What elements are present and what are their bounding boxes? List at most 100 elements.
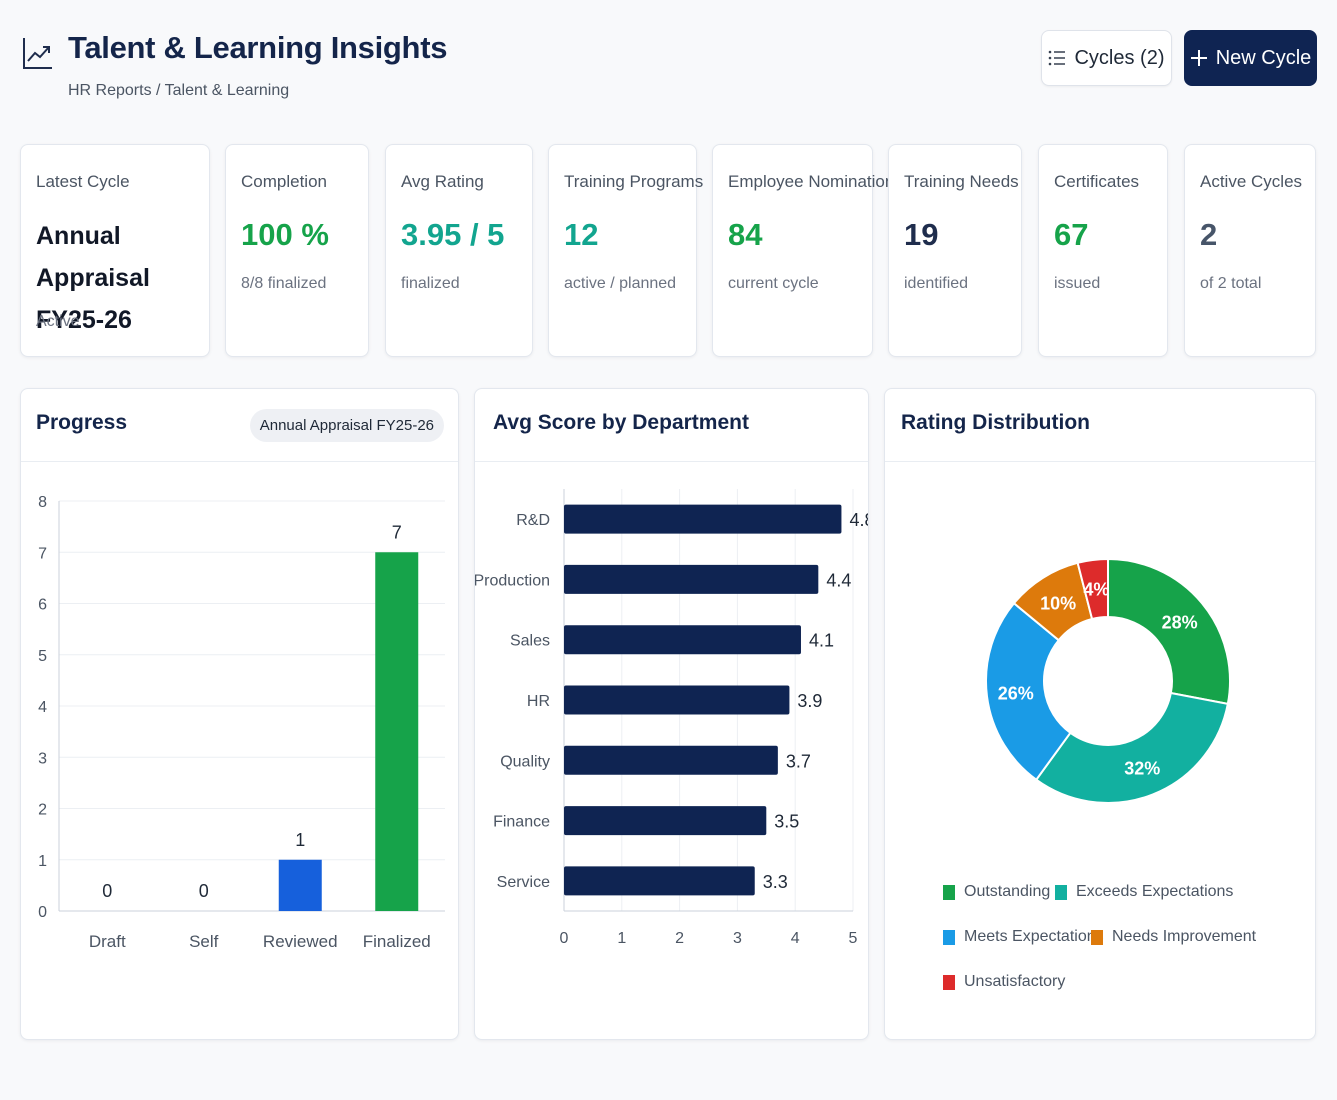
dept-score-bar-chart: 0 1 2 3 4 5 4.8 R&D 4.4 Production 4.1 Sales 3.9 HR 3.… [475,489,868,947]
data-label: 3.9 [797,691,822,711]
cycles-button-label: Cycles (2) [1074,46,1165,69]
y-tick-label: 4 [38,699,47,716]
kpi-label: Avg Rating [401,172,484,191]
kpi-sub: finalized [401,275,460,292]
cycles-button[interactable]: Cycles (2) [1041,30,1172,86]
kpi-label: Employee Nominations [728,172,903,191]
kpi-active-cycles: Active Cycles 2 of 2 total [1184,144,1316,357]
x-tick-label: Self [189,932,219,951]
x-tick-label: 4 [791,930,800,947]
slice-label: 4% [1083,580,1109,600]
y-tick-label: Production [475,572,550,589]
bar [278,859,322,911]
kpi-label: Active Cycles [1200,172,1303,191]
panel-title: Progress [36,411,128,434]
legend-item[interactable]: Outstanding [943,883,1050,901]
data-label: 7 [392,522,402,542]
y-tick-label: Quality [500,753,550,770]
legend-label: Outstanding [964,883,1051,900]
kpi-sub: 8/8 finalized [241,275,327,292]
rating-donut-chart: 28% 32% 26% 10% 4% [985,557,1231,804]
kpi-value: 12 [564,217,599,252]
data-label: 4.4 [826,570,851,590]
kpi-value: 84 [728,217,763,252]
legend-swatch [943,884,955,900]
y-tick-label: 3 [38,750,47,767]
bar [564,866,755,896]
data-label: 1 [295,830,305,850]
slice-label: 32% [1124,758,1160,778]
y-tick-label: 1 [38,853,47,870]
breadcrumb[interactable]: HR Reports / Talent & Learning [68,82,290,99]
donut-slice [1076,557,1109,621]
legend-swatch [1055,884,1067,900]
bar [375,552,419,911]
donut-slice [1107,557,1231,706]
data-label: 0 [102,881,112,901]
x-tick-label: 3 [733,930,742,947]
kpi-label: Latest Cycle [36,172,130,191]
progress-bar-chart: 0 1 2 3 4 5 6 7 8 0 Draft 0 Self 1 Reviewed 7 Finalized [38,494,445,951]
kpi-training-programs: Training Programs 12 active / planned [548,144,703,357]
progress-panel: Progress Annual Appraisal FY25-26 0 1 2 3 4 5… [20,388,459,1040]
legend-label: Meets Expectations [964,928,1104,945]
rating-distribution-panel: Rating Distribution 28% 32% 26% 10% 4% Outst… [884,388,1316,1040]
legend-label: Unsatisfactory [964,973,1066,990]
bar [564,685,790,715]
page-header: Talent & Learning Insights HR Reports / … [22,28,1318,108]
trend-chart-icon [23,38,52,69]
legend-swatch [1091,929,1103,945]
kpi-label: Training Programs [564,172,704,191]
legend-label: Exceeds Expectations [1076,883,1234,900]
panel-title: Avg Score by Department [493,411,749,434]
list-icon [1049,50,1066,66]
kpi-latest-cycle: Latest Cycle Annual Appraisal FY25-26 Ac… [20,144,210,357]
kpi-sub: of 2 total [1200,275,1262,292]
donut-slice [985,601,1072,782]
slice-label: 10% [1040,593,1076,613]
dept-score-panel: Avg Score by Department 0 1 2 3 4 5 4.8 R&D 4.4 P… [474,388,869,1040]
cycle-badge: Annual Appraisal FY25-26 [249,409,444,442]
kpi-sub: active / planned [564,275,677,292]
panel-header: Avg Score by Department [475,389,868,462]
y-tick-label: 6 [38,597,47,614]
y-tick-label: 2 [38,802,47,819]
kpi-training-needs: Training Needs 19 identified [888,144,1022,357]
data-label: 3.5 [774,812,799,832]
bar [564,745,778,775]
kpi-value: 100 % [241,217,329,252]
kpi-completion: Completion 100 % 8/8 finalized [225,144,369,357]
bar [564,806,767,836]
plus-icon [1190,50,1207,66]
legend-swatch [943,929,955,945]
kpi-value: 2 [1200,217,1218,252]
y-tick-label: Service [497,874,550,891]
legend-item[interactable]: Meets Expectations [943,928,1104,946]
bar [564,504,842,534]
legend-item[interactable]: Exceeds Expectations [1055,883,1233,901]
x-tick-label: 5 [849,930,858,947]
data-label: 4.1 [809,631,834,651]
donut-slice [1034,691,1230,804]
y-tick-label: 5 [38,648,47,665]
y-tick-label: 7 [38,545,47,562]
legend-item[interactable]: Unsatisfactory [943,973,1065,991]
page-title: Talent & Learning Insights [68,30,448,65]
new-cycle-button[interactable]: New Cycle [1184,30,1317,86]
legend-label: Needs Improvement [1112,928,1257,945]
kpi-certificates: Certificates 67 issued [1038,144,1168,357]
panel-title: Rating Distribution [901,411,1090,434]
data-label: 4.8 [849,510,868,530]
y-tick-label: 0 [38,904,47,921]
x-tick-label: 1 [617,930,626,947]
slice-label: 26% [998,684,1034,704]
kpi-label: Certificates [1054,172,1140,191]
data-label: 3.3 [763,872,788,892]
y-tick-label: Finance [493,814,550,831]
x-tick-label: Draft [89,932,126,951]
kpi-value: 3.95 / 5 [401,217,505,252]
kpi-value: 19 [904,217,939,252]
y-tick-label: HR [527,693,550,710]
legend-item[interactable]: Needs Improvement [1091,928,1256,946]
data-label: 0 [199,881,209,901]
